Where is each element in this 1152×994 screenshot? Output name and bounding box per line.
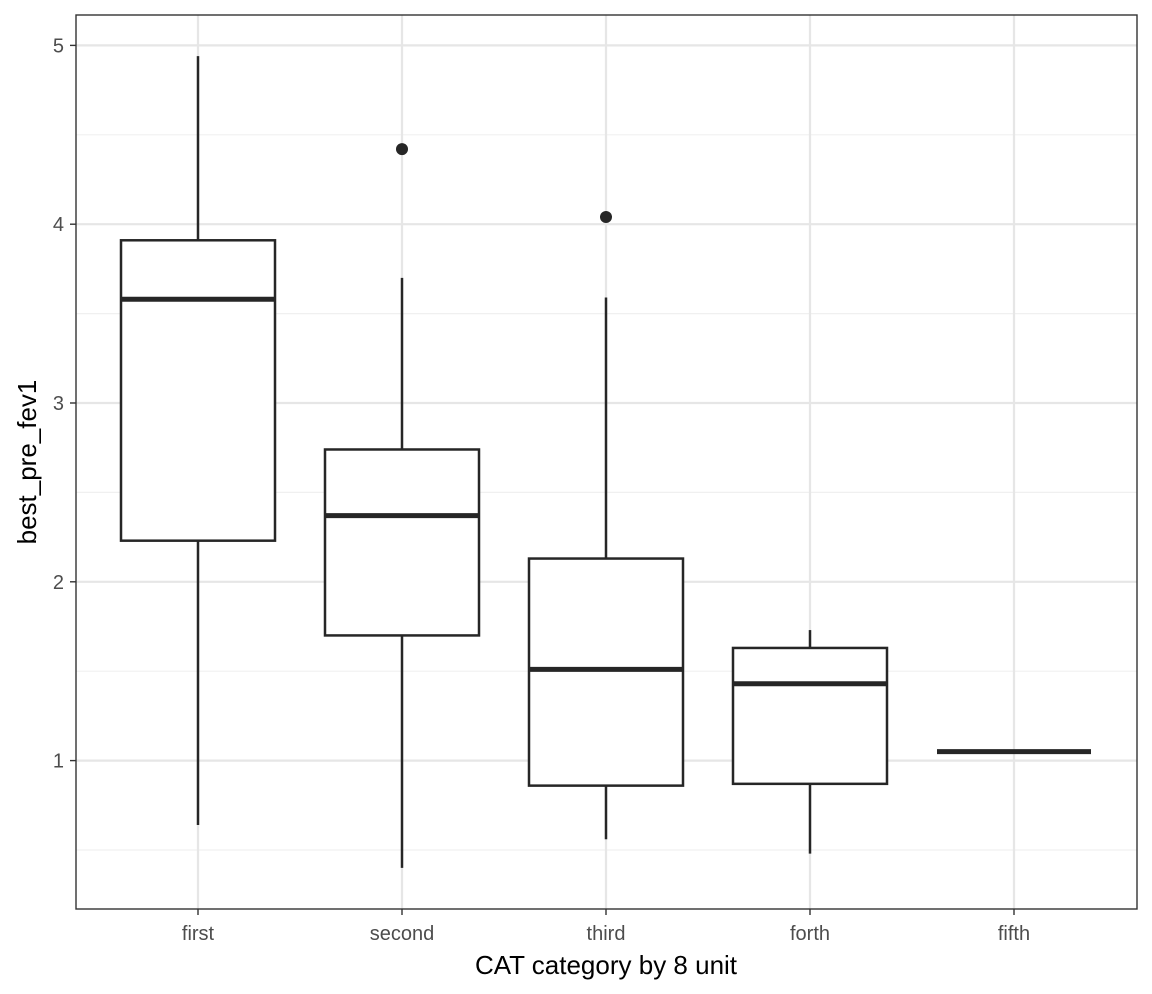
y-tick-label: 3: [53, 393, 64, 415]
x-tick-label: forth: [790, 923, 830, 945]
x-tick-label: fifth: [998, 923, 1030, 945]
x-tick-label: first: [182, 923, 215, 945]
y-axis-title: best_pre_fev1: [12, 380, 42, 545]
box-third: [527, 211, 685, 840]
box-iqr: [731, 646, 889, 786]
box-series: [119, 56, 1091, 868]
x-tick-label: second: [370, 923, 435, 945]
y-tick-label: 2: [53, 572, 64, 594]
outlier-point: [396, 143, 408, 156]
x-tick-label: third: [587, 923, 626, 945]
y-axis: 1 2 3 4 5: [53, 35, 76, 773]
box-iqr: [323, 448, 481, 637]
x-axis-title: CAT category by 8 unit: [475, 950, 738, 980]
box-iqr: [119, 239, 277, 542]
y-tick-label: 5: [53, 35, 64, 57]
box-second: [323, 143, 481, 868]
y-tick-label: 1: [53, 751, 64, 773]
box-iqr: [527, 557, 685, 787]
y-tick-label: 4: [53, 214, 64, 236]
x-axis: first second third forth fifth: [182, 909, 1030, 945]
box-first: [119, 56, 277, 825]
box-forth: [731, 630, 889, 854]
outlier-point: [600, 211, 612, 224]
